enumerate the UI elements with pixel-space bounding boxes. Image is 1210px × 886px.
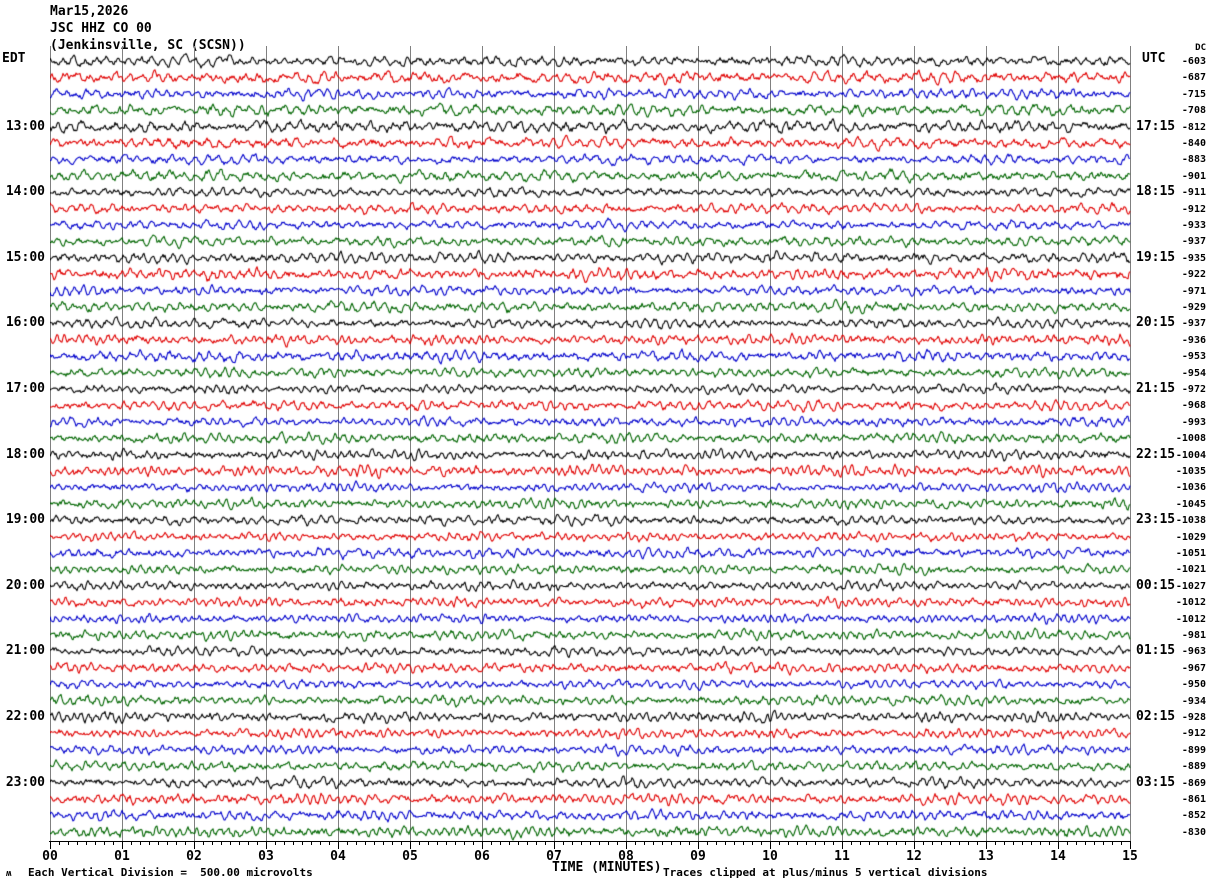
dc-offset-value: -993 — [1181, 416, 1206, 428]
utc-hour-label: 19:15 — [1136, 249, 1176, 265]
x-axis-tick-label: 07 — [546, 849, 562, 864]
x-axis-tick-label: 13 — [978, 849, 994, 864]
dc-offset-value: -911 — [1181, 187, 1206, 199]
edt-hour-label: 17:00 — [5, 381, 45, 396]
utc-hour-label: 18:15 — [1136, 184, 1176, 200]
edt-hour-label: 16:00 — [5, 315, 45, 331]
dc-offset-value: -937 — [1181, 236, 1206, 248]
x-axis-tick-label: 14 — [1050, 849, 1066, 864]
x-axis-tick-label: 08 — [618, 849, 634, 864]
edt-hour-label: 19:00 — [5, 512, 45, 528]
dc-offset-value: -1029 — [1175, 531, 1206, 543]
clipping-note: Traces clipped at plus/minus 5 vertical … — [663, 866, 988, 879]
x-axis-tick-label: 03 — [258, 849, 274, 864]
dc-offset-value: -812 — [1181, 121, 1206, 133]
dc-offset-value: -967 — [1181, 662, 1206, 674]
x-axis-tick-label: 15 — [1122, 849, 1138, 864]
dc-offset-value: -928 — [1181, 712, 1206, 723]
utc-hour-label: 03:15 — [1136, 774, 1176, 790]
dc-offset-value: -830 — [1181, 826, 1206, 838]
utc-hour-label: 00:15 — [1136, 577, 1176, 593]
edt-hour-label: 18:00 — [5, 446, 45, 462]
dc-offset-value: -1021 — [1175, 564, 1206, 576]
x-axis-tick-label: 00 — [42, 849, 58, 864]
x-axis-tick-label: 04 — [330, 849, 346, 864]
dc-offset-value: -708 — [1181, 105, 1206, 117]
edt-axis-header: EDT — [2, 51, 26, 66]
dc-offset-value: -981 — [1181, 630, 1206, 641]
x-axis-tick-label: 06 — [474, 849, 490, 864]
dc-offset-value: -1035 — [1175, 466, 1206, 477]
dc-offset-value: -715 — [1181, 88, 1206, 100]
edt-hour-label: 22:00 — [5, 709, 45, 724]
utc-axis-header: UTC — [1142, 51, 1166, 66]
dc-offset-value: -899 — [1181, 744, 1206, 756]
dc-offset-value: -971 — [1181, 285, 1206, 297]
dc-offset-value: -883 — [1181, 154, 1206, 166]
dc-offset-value: -1008 — [1175, 433, 1206, 445]
dc-offset-header: DC — [1195, 43, 1206, 53]
dc-offset-value: -933 — [1181, 220, 1206, 231]
dc-offset-value: -963 — [1181, 646, 1206, 658]
title-station: JSC HHZ CO 00 — [50, 21, 152, 36]
x-axis-tick-label: 01 — [114, 849, 130, 864]
utc-hour-label: 01:15 — [1136, 643, 1176, 659]
dc-offset-value: -901 — [1181, 170, 1206, 182]
utc-hour-label: 23:15 — [1136, 512, 1176, 528]
x-axis-tick-label: 05 — [402, 849, 418, 864]
dc-offset-value: -937 — [1181, 318, 1206, 330]
dc-offset-value: -1004 — [1175, 449, 1206, 461]
dc-offset-value: -953 — [1181, 351, 1206, 363]
utc-hour-label: 02:15 — [1136, 709, 1176, 724]
x-axis-title: TIME (MINUTES) — [552, 860, 662, 875]
dc-offset-value: -934 — [1181, 695, 1206, 707]
dc-offset-value: -912 — [1181, 203, 1206, 215]
x-axis-tick-label: 10 — [762, 849, 778, 864]
dc-offset-value: -1012 — [1175, 597, 1206, 609]
dc-offset-value: -935 — [1181, 252, 1206, 264]
edt-hour-label: 23:00 — [5, 774, 45, 790]
dc-offset-value: -861 — [1181, 794, 1206, 805]
x-axis-tick-label: 09 — [690, 849, 706, 864]
dc-offset-value: -968 — [1181, 400, 1206, 412]
edt-hour-label: 20:00 — [5, 577, 45, 593]
dc-offset-value: -1051 — [1175, 548, 1206, 559]
dc-offset-value: -603 — [1181, 56, 1206, 67]
watermark-glyph: ʍ — [6, 869, 12, 879]
utc-hour-label: 21:15 — [1136, 381, 1176, 396]
utc-hour-label: 22:15 — [1136, 446, 1176, 462]
dc-offset-value: -1036 — [1175, 482, 1206, 494]
x-axis-tick-label: 02 — [186, 849, 202, 864]
dc-offset-value: -912 — [1181, 728, 1206, 740]
dc-offset-value: -950 — [1181, 679, 1206, 691]
title-date: Mar15,2026 — [50, 4, 129, 19]
dc-offset-value: -922 — [1181, 269, 1206, 281]
x-axis-tick-label: 11 — [834, 849, 850, 864]
edt-hour-label: 14:00 — [5, 184, 45, 200]
seismogram-traces-canvas — [50, 46, 1131, 846]
dc-offset-value: -954 — [1181, 367, 1206, 379]
dc-offset-value: -929 — [1181, 302, 1206, 313]
dc-offset-value: -840 — [1181, 138, 1206, 149]
dc-offset-value: -936 — [1181, 334, 1206, 346]
dc-offset-value: -1027 — [1175, 580, 1206, 592]
edt-hour-label: 13:00 — [5, 118, 45, 134]
utc-hour-label: 17:15 — [1136, 118, 1176, 134]
dc-offset-value: -869 — [1181, 777, 1206, 789]
dc-offset-value: -1045 — [1175, 498, 1206, 510]
dc-offset-value: -889 — [1181, 761, 1206, 773]
dc-offset-value: -1038 — [1175, 515, 1206, 527]
dc-offset-value: -1012 — [1175, 613, 1206, 625]
edt-hour-label: 15:00 — [5, 249, 45, 265]
utc-hour-label: 20:15 — [1136, 315, 1176, 331]
dc-offset-value: -687 — [1181, 72, 1206, 84]
dc-offset-value: -852 — [1181, 810, 1206, 822]
edt-hour-label: 21:00 — [5, 643, 45, 659]
vertical-scale-note: Each Vertical Division = 500.00 microvol… — [28, 866, 313, 879]
x-axis-tick-label: 12 — [906, 849, 922, 864]
dc-offset-value: -972 — [1181, 384, 1206, 395]
